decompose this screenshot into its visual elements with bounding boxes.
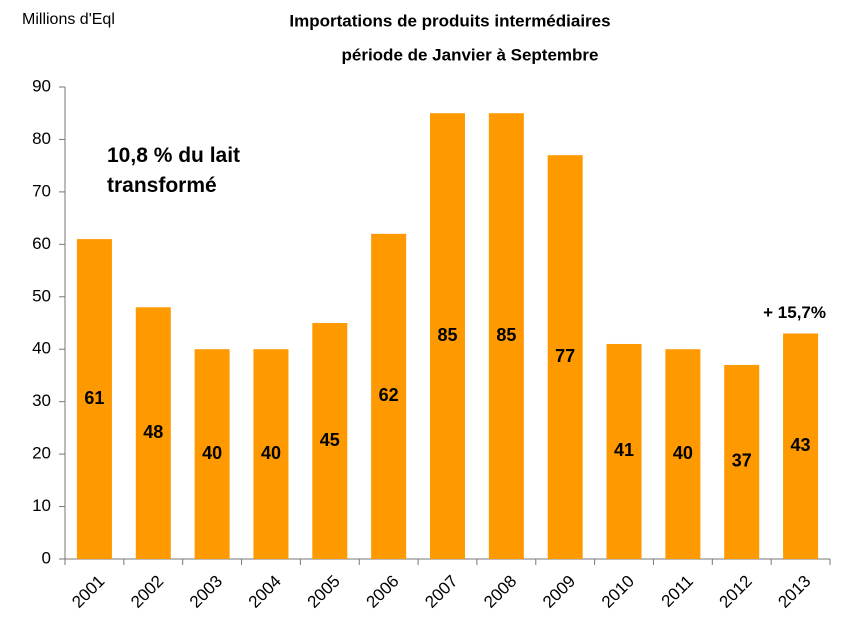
- bar: [430, 113, 465, 559]
- x-tick-label: 2004: [245, 572, 285, 612]
- bar: [606, 343, 642, 559]
- bar: [194, 349, 230, 559]
- x-tick-label: 2005: [304, 572, 344, 612]
- y-tick-label: 50: [32, 286, 51, 305]
- chart-subtitle: période de Janvier à Septembre: [342, 45, 599, 64]
- y-tick-label: 70: [32, 181, 51, 200]
- bar: [371, 233, 407, 559]
- data-label: 48: [143, 422, 163, 442]
- data-label: 77: [555, 346, 575, 366]
- bar: [135, 307, 171, 559]
- data-label: 85: [437, 325, 457, 345]
- data-label: 45: [320, 430, 340, 450]
- bar: [724, 364, 760, 559]
- x-tick-label: 2006: [362, 572, 402, 612]
- y-tick-label: 10: [32, 496, 51, 515]
- data-label: 40: [202, 443, 222, 463]
- bar: [76, 239, 112, 560]
- bar-annotation: + 15,7%: [763, 303, 826, 322]
- x-tick-label: 2008: [480, 572, 520, 612]
- data-label: 40: [673, 443, 693, 463]
- y-tick-label: 60: [32, 234, 51, 253]
- bar: [312, 323, 348, 559]
- y-tick-label: 30: [32, 391, 51, 410]
- chart-title: Importations de produits intermédiaires: [289, 11, 610, 30]
- bar: [547, 155, 583, 559]
- x-tick-label: 2001: [68, 572, 108, 612]
- x-tick-label: 2002: [127, 572, 167, 612]
- bar: [253, 349, 289, 559]
- y-tick-label: 0: [42, 548, 51, 567]
- data-label: 41: [614, 440, 634, 460]
- x-tick-label: 2003: [186, 572, 226, 612]
- y-tick-label: 20: [32, 444, 51, 463]
- x-tick-label: 2009: [539, 572, 579, 612]
- y-tick-label: 80: [32, 129, 51, 148]
- data-label: 62: [379, 385, 399, 405]
- bar: [665, 349, 701, 559]
- data-label: 85: [496, 325, 516, 345]
- x-tick-label: 2007: [421, 572, 461, 612]
- y-tick-label: 90: [32, 76, 51, 95]
- bar: [783, 333, 819, 559]
- x-tick-label: 2012: [716, 572, 756, 612]
- data-label: 37: [732, 451, 752, 471]
- data-label: 61: [84, 388, 104, 408]
- annotation: 10,8 % du lait transformé: [107, 144, 241, 197]
- y-tick-label: 40: [32, 339, 51, 358]
- y-axis-label: Millions d'Eql: [22, 11, 115, 28]
- x-tick-label: 2010: [598, 572, 638, 612]
- bar: [488, 113, 524, 559]
- data-label: 43: [791, 435, 811, 455]
- x-tick-label: 2013: [774, 572, 814, 612]
- x-tick-label: 2011: [658, 572, 697, 611]
- data-label: 40: [261, 443, 281, 463]
